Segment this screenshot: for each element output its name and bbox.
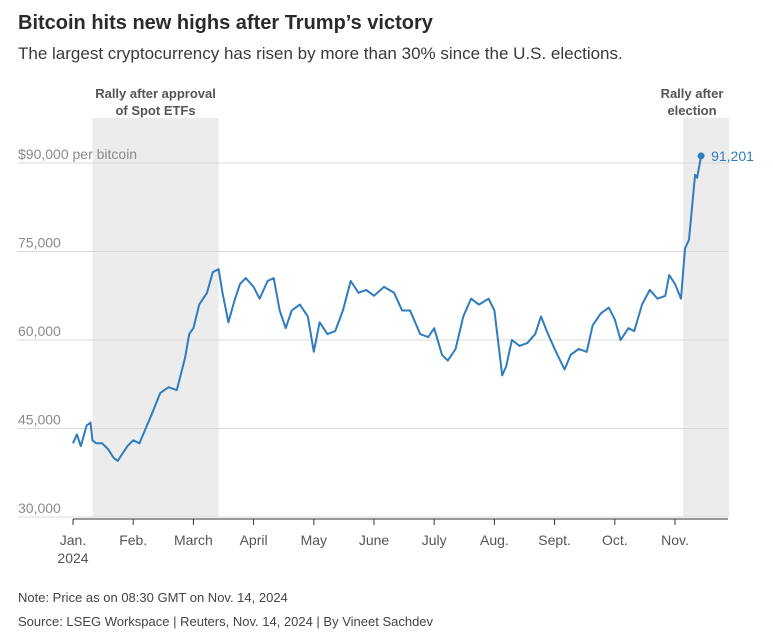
shaded-period-label: Rally after <box>661 86 724 101</box>
chart-source: Source: LSEG Workspace | Reuters, Nov. 1… <box>18 614 434 629</box>
shaded-periods <box>92 118 730 517</box>
y-tick-label: $90,000 per bitcoin <box>18 146 137 162</box>
bitcoin-price-chart: 30,000 45,000 60,000 75,000 $90,000 per bitc… <box>18 86 754 566</box>
price-line <box>72 155 703 462</box>
x-tick-label: April <box>240 532 268 548</box>
x-tick-label: Sept. <box>538 532 571 548</box>
end-point <box>697 152 705 160</box>
x-tick-label: Oct. <box>602 532 628 548</box>
annotations: Rally after approval of Spot ETFs Rally af… <box>95 86 723 118</box>
y-tick-label: 60,000 <box>18 323 61 339</box>
shaded-period-label: of Spot ETFs <box>115 103 195 118</box>
x-tick-label: Feb. <box>119 532 147 548</box>
x-tick-label: Jan. <box>60 532 86 548</box>
series-group: 91,201 <box>72 148 754 462</box>
x-tick-label: March <box>174 532 213 548</box>
x-tick-sublabel: 2024 <box>57 550 88 566</box>
gridlines <box>18 162 728 518</box>
y-axis-ticks: 30,000 45,000 60,000 75,000 $90,000 per bitc… <box>18 146 137 516</box>
shaded-period-1 <box>683 118 730 517</box>
shaded-period-label: election <box>667 103 716 118</box>
x-tick-label: Nov. <box>661 532 689 548</box>
y-tick-label: 45,000 <box>18 412 61 428</box>
y-tick-label: 75,000 <box>18 235 61 251</box>
chart-note: Note: Price as on 08:30 GMT on Nov. 14, … <box>18 590 288 605</box>
x-tick-label: May <box>301 532 327 548</box>
shaded-period-0 <box>92 118 219 517</box>
chart-subtitle: The largest cryptocurrency has risen by … <box>18 44 623 63</box>
chart-title: Bitcoin hits new highs after Trump’s vic… <box>18 12 433 34</box>
y-tick-label: 30,000 <box>18 500 61 516</box>
x-tick-label: June <box>359 532 390 548</box>
x-axis: Jan. 2024 Feb. March April May June July Aug. Sep… <box>57 518 728 566</box>
x-tick-label: Aug. <box>480 532 509 548</box>
shaded-period-label: Rally after approval <box>95 86 216 101</box>
x-tick-label: July <box>422 532 447 548</box>
end-value-label: 91,201 <box>711 148 754 164</box>
